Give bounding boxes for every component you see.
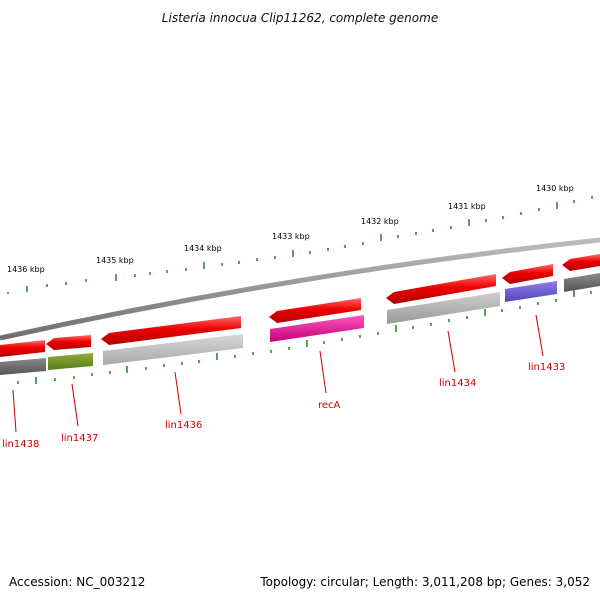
gene-bar-next[interactable] — [564, 273, 600, 292]
gene-label-lin1438[interactable]: lin1438 — [2, 439, 39, 450]
ruler-labels: 1436 kbp 1435 kbp 1434 kbp 1433 kbp 1432… — [7, 184, 574, 274]
gene-label-lin1433[interactable]: lin1433 — [528, 362, 565, 373]
feature-arrow[interactable] — [502, 264, 553, 284]
feature-arrow[interactable] — [0, 340, 45, 357]
ruler-label: 1434 kbp — [184, 244, 222, 253]
gene-label-recA[interactable]: recA — [318, 400, 341, 411]
feature-arrow[interactable] — [101, 316, 241, 345]
feature-arrow[interactable] — [386, 274, 496, 304]
ruler-label: 1430 kbp — [536, 184, 574, 193]
gene-bar-lin1434[interactable] — [387, 292, 500, 324]
strand-features — [0, 254, 600, 357]
map-title: Listeria innocua Clip11262, complete gen… — [162, 11, 438, 25]
gene-bar-recA[interactable] — [270, 315, 364, 342]
gene-bar-lin1437[interactable] — [48, 353, 93, 370]
gene-label-lin1434[interactable]: lin1434 — [439, 378, 476, 389]
gene-bars — [0, 273, 600, 375]
label-leaders — [12, 314, 544, 433]
feature-arrow[interactable] — [46, 335, 91, 350]
ruler-label: 1436 kbp — [7, 265, 45, 274]
feature-arrow[interactable] — [562, 254, 600, 271]
ruler-label: 1431 kbp — [448, 202, 486, 211]
outer-tick-ruler — [7, 196, 593, 294]
gene-bar-lin1438[interactable] — [0, 358, 46, 375]
gene-bar-lin1433[interactable] — [505, 281, 557, 302]
genome-summary-text: Topology: circular; Length: 3,011,208 bp… — [259, 575, 590, 589]
inner-tick-ruler — [17, 290, 592, 384]
accession-text: Accession: NC_003212 — [9, 575, 145, 589]
gene-label-lin1436[interactable]: lin1436 — [165, 420, 202, 431]
gene-labels: lin1438 lin1437 lin1436 recA lin1434 lin… — [2, 362, 565, 450]
gene-label-lin1437[interactable]: lin1437 — [61, 433, 98, 444]
genome-backbone — [0, 237, 600, 341]
ruler-label: 1435 kbp — [96, 256, 134, 265]
ruler-label: 1433 kbp — [272, 232, 310, 241]
feature-arrow[interactable] — [269, 298, 361, 323]
gene-bar-lin1436[interactable] — [103, 334, 243, 365]
ruler-label: 1432 kbp — [361, 217, 399, 226]
